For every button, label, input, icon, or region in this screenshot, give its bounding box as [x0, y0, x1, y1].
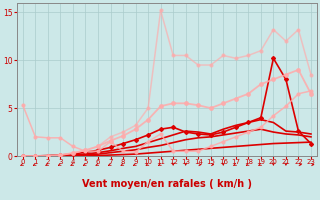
X-axis label: Vent moyen/en rafales ( km/h ): Vent moyen/en rafales ( km/h ): [82, 179, 252, 189]
